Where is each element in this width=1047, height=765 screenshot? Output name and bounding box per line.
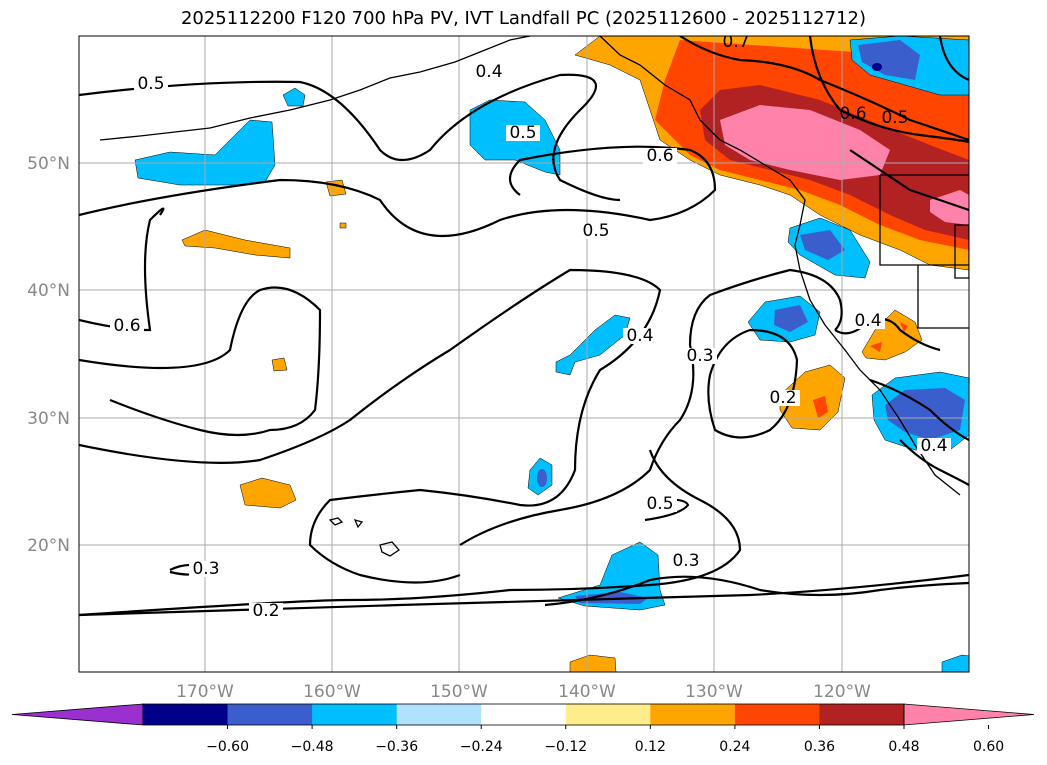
lon-tick-label: 120°W (813, 682, 871, 702)
contour-label: 0.4 (920, 436, 947, 456)
colorbar-tick-label: 0.12 (635, 739, 666, 755)
colorbar-tick-label: 0.48 (888, 739, 919, 755)
contour-label-bg (669, 553, 703, 569)
contour-label: 0.4 (626, 326, 653, 346)
colorbar-segment (143, 704, 229, 725)
colorbar-tick-label: 0.24 (719, 739, 750, 755)
lat-tick-labels: 50°N 40°N 30°N 20°N (27, 154, 70, 556)
contour-label-bg (643, 148, 677, 164)
lon-tick-label: 150°W (430, 682, 488, 702)
contour-label: 0.3 (192, 559, 219, 579)
colorbar-segment (227, 704, 313, 725)
lon-tick-label: 130°W (685, 682, 743, 702)
contour-label-bg (134, 76, 168, 92)
colorbar-tick-label: −0.36 (375, 739, 418, 755)
contour-label: 0.5 (582, 221, 609, 241)
lat-tick-label: 40°N (27, 281, 70, 301)
contour-label: 0.5 (881, 108, 908, 128)
map-frame (78, 35, 970, 673)
contour-label-bg (506, 125, 540, 141)
map-panel: 0.5 0.4 0.5 0.6 0.7 0.5 0.6 0.5 0.6 0.4 0.3 0.2 0.4 0… (79, 32, 969, 672)
map-title: 2025112200 F120 700 hPa PV, IVT Landfall… (180, 8, 867, 29)
contour-label-bg (110, 318, 144, 334)
colorbar-segment (565, 704, 651, 725)
colorbar-tick-label: −0.12 (544, 739, 587, 755)
contour-label-bg (683, 348, 717, 364)
colorbar-tick-label: −0.60 (206, 739, 249, 755)
contour-label-bg (472, 64, 506, 80)
colorbar-segment (396, 704, 482, 725)
contour-label: 0.7 (722, 32, 749, 52)
contour-label-bg (851, 313, 885, 329)
contour-label: 0.6 (646, 146, 673, 166)
contour-label: 0.6 (839, 104, 866, 124)
contour-label-bg (249, 603, 283, 619)
contour-label-bg (623, 328, 657, 344)
colorbar-segment (481, 704, 567, 725)
lon-tick-label: 170°W (176, 682, 234, 702)
contour-label-bg (189, 561, 223, 577)
contour-label: 0.4 (475, 62, 502, 82)
contour-label: 0.6 (113, 316, 140, 336)
colorbar-tick-label: −0.24 (460, 739, 503, 755)
lat-tick-label: 30°N (27, 409, 70, 429)
contour-label: 0.4 (854, 311, 881, 331)
colorbar-tick-label: 0.60 (973, 739, 1004, 755)
colorbar-tick-label: −0.48 (291, 739, 334, 755)
colorbar-segment (819, 704, 905, 725)
colorbar-segment (650, 704, 736, 725)
contour-label: 0.5 (137, 74, 164, 94)
contour-label: 0.2 (769, 388, 796, 408)
colorbar-extend-low (11, 703, 144, 726)
contour-labels: 0.5 0.4 0.5 0.6 0.7 0.5 0.6 0.5 0.6 0.4 0.3 0.2 0.4 0… (110, 32, 951, 621)
contour-label-bg (643, 496, 677, 512)
colorbar-segment (312, 704, 398, 725)
colorbar-extend-high (903, 703, 1035, 726)
contour-label: 0.5 (509, 123, 536, 143)
contour-label-bg (579, 223, 613, 239)
colorbar-tick-label: 0.36 (804, 739, 835, 755)
contour-label: 0.3 (686, 346, 713, 366)
lon-tick-label: 160°W (303, 682, 361, 702)
pv-contours (79, 36, 969, 617)
colorbar: −0.60 −0.48 −0.36 −0.24 −0.12 0.12 0.24 0.36 0.4… (11, 703, 1035, 755)
coastlines (99, 36, 969, 557)
contour-label-bg (766, 390, 800, 406)
lon-tick-labels: 170°W 160°W 150°W 140°W 130°W 120°W (176, 682, 871, 702)
contour-label: 0.3 (672, 551, 699, 571)
contour-label-bg (917, 438, 951, 454)
colorbar-segment (734, 704, 820, 725)
colorbar-frame (142, 703, 905, 726)
lat-tick-label: 20°N (27, 536, 70, 556)
contour-label: 0.2 (252, 601, 279, 621)
shaded-field (134, 36, 969, 672)
contour-label: 0.5 (646, 494, 673, 514)
lat-tick-label: 50°N (27, 154, 70, 174)
lon-tick-label: 140°W (558, 682, 616, 702)
